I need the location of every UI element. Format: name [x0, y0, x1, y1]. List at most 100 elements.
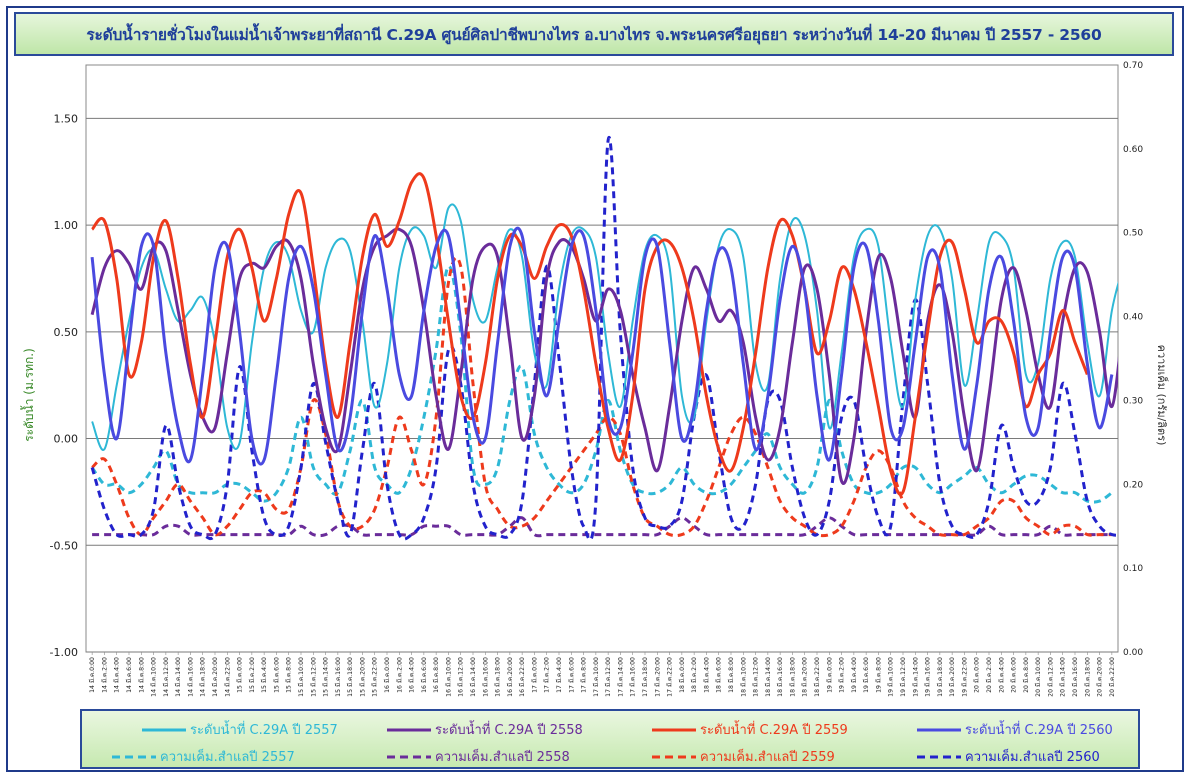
legend-item-3: ระดับน้ำที่ C.29A ปี 2559	[652, 719, 848, 740]
x-tick-label: 15 มี.ค.16:00	[334, 657, 342, 697]
series-line-8	[90, 135, 1118, 542]
legend-swatch	[917, 755, 961, 758]
x-tick-label: 17 มี.ค.2:00	[543, 657, 551, 693]
x-tick-label: 15 มี.ค.10:00	[297, 657, 305, 697]
y-left-tick-label: 1.50	[54, 112, 79, 125]
legend-label: ความเค็ม.สำแลปี 2557	[160, 750, 295, 765]
x-tick-label: 20 มี.ค.0:00	[973, 657, 981, 693]
y-left-tick-label: 1.00	[54, 219, 79, 232]
x-tick-label: 15 มี.ค.22:00	[371, 657, 379, 697]
x-tick-label: 17 มี.ค.0:00	[530, 657, 538, 693]
y-left-axis-title: ระดับน้ำ (ม.รทก.)	[20, 348, 36, 442]
legend-label: ความเค็ม.สำแลปี 2560	[965, 750, 1100, 765]
x-tick-label: 19 มี.ค.0:00	[825, 657, 833, 693]
x-tick-label: 16 มี.ค.6:00	[420, 657, 428, 693]
legend-label: ระดับน้ำที่ C.29A ปี 2557	[190, 723, 338, 738]
y-right-tick-label: 0.50	[1123, 229, 1143, 239]
y-right-tick-label: 0.30	[1123, 396, 1143, 406]
x-tick-label: 16 มี.ค.22:00	[518, 657, 526, 697]
x-tick-label: 14 มี.ค.14:00	[174, 657, 182, 697]
x-tick-label: 18 มี.ค.4:00	[702, 657, 710, 693]
x-tick-label: 15 มี.ค.6:00	[272, 657, 280, 693]
x-tick-label: 17 มี.ค.20:00	[653, 657, 661, 697]
x-tick-label: 17 มี.ค.22:00	[666, 657, 674, 697]
x-tick-label: 14 มี.ค.6:00	[125, 657, 133, 693]
y-left-tick-label: 0.50	[54, 326, 79, 339]
y-left-tick-label: 0.00	[54, 433, 79, 446]
x-tick-label: 20 มี.ค.10:00	[1034, 657, 1042, 697]
x-tick-label: 16 มี.ค.12:00	[457, 657, 465, 697]
x-tick-label: 16 มี.ค.0:00	[383, 657, 391, 693]
x-tick-label: 19 มี.ค.8:00	[874, 657, 882, 693]
legend-swatch	[112, 755, 156, 758]
y-right-tick-label: 0.00	[1123, 648, 1143, 658]
y-left-tick-label: -0.50	[50, 539, 78, 552]
legend-swatch	[652, 755, 696, 758]
x-tick-label: 17 มี.ค.18:00	[641, 657, 649, 697]
x-tick-label: 15 มี.ค.14:00	[322, 657, 330, 697]
x-tick-label: 15 มี.ค.2:00	[248, 657, 256, 693]
x-tick-label: 15 มี.ค.18:00	[346, 657, 354, 697]
legend-swatch	[387, 728, 431, 731]
x-tick-label: 15 มี.ค.12:00	[309, 657, 317, 697]
x-tick-label: 17 มี.ค.10:00	[592, 657, 600, 697]
legend-label: ความเค็ม.สำแลปี 2559	[700, 750, 835, 765]
x-tick-label: 18 มี.ค.14:00	[764, 657, 772, 697]
x-tick-label: 18 มี.ค.6:00	[715, 657, 723, 693]
x-tick-label: 14 มี.ค.16:00	[186, 657, 194, 697]
x-tick-label: 20 มี.ค.18:00	[1083, 657, 1091, 697]
legend-item-7: ความเค็ม.สำแลปี 2559	[652, 746, 835, 767]
x-tick-label: 17 มี.ค.14:00	[616, 657, 624, 697]
x-tick-label: 20 มี.ค.14:00	[1059, 657, 1067, 697]
y-right-tick-label: 0.10	[1123, 564, 1143, 574]
x-tick-label: 14 มี.ค.4:00	[113, 657, 121, 693]
x-tick-label: 17 มี.ค.8:00	[580, 657, 588, 693]
legend-item-8: ความเค็ม.สำแลปี 2560	[917, 746, 1100, 767]
chart-title: ระดับน้ำรายชั่วโมงในแม่น้ำเจ้าพระยาที่สถ…	[14, 12, 1174, 56]
x-tick-label: 19 มี.ค.22:00	[960, 657, 968, 697]
x-tick-label: 18 มี.ค.16:00	[776, 657, 784, 697]
legend-item-4: ระดับน้ำที่ C.29A ปี 2560	[917, 719, 1113, 740]
x-tick-label: 18 มี.ค.20:00	[801, 657, 809, 697]
x-tick-label: 19 มี.ค.12:00	[899, 657, 907, 697]
x-tick-label: 16 มี.ค.16:00	[481, 657, 489, 697]
x-tick-label: 19 มี.ค.10:00	[887, 657, 895, 697]
x-tick-label: 18 มี.ค.18:00	[788, 657, 796, 697]
x-tick-label: 16 มี.ค.18:00	[494, 657, 502, 697]
x-tick-label: 20 มี.ค.8:00	[1022, 657, 1030, 693]
y-right-tick-label: 0.40	[1123, 313, 1143, 323]
x-tick-label: 19 มี.ค.16:00	[924, 657, 932, 697]
x-tick-label: 14 มี.ค.8:00	[137, 657, 145, 693]
series-line-3	[90, 172, 1089, 496]
y-right-tick-label: 0.20	[1123, 480, 1143, 490]
series-line-5	[90, 264, 1113, 504]
line-chart: -1.00 -0.50 0.00 0.50 1.00 1.50 0.00 0.10 0.20 0.…	[20, 61, 1169, 697]
x-tick-label: 18 มี.ค.12:00	[752, 657, 760, 697]
x-tick-label: 16 มี.ค.20:00	[506, 657, 514, 697]
x-tick-label: 17 มี.ค.4:00	[555, 657, 563, 693]
y-right-axis-title: ความเค็ม (กรัม/ลิตร)	[1155, 345, 1169, 446]
x-tick-label: 14 มี.ค.18:00	[199, 657, 207, 697]
x-tick-label: 17 มี.ค.16:00	[629, 657, 637, 697]
y-right-tick-label: 0.70	[1123, 61, 1143, 71]
x-tick-label: 19 มี.ค.18:00	[936, 657, 944, 697]
x-tick-label: 20 มี.ค.6:00	[1010, 657, 1018, 693]
x-tick-label: 20 มี.ค.4:00	[997, 657, 1005, 693]
x-tick-label: 18 มี.ค.10:00	[739, 657, 747, 697]
x-tick-label: 15 มี.ค.0:00	[236, 657, 244, 693]
x-tick-label: 15 มี.ค.8:00	[285, 657, 293, 693]
x-tick-label: 18 มี.ค.22:00	[813, 657, 821, 697]
legend-item-5: ความเค็ม.สำแลปี 2557	[112, 746, 295, 767]
legend-swatch	[917, 728, 961, 731]
x-tick-label: 19 มี.ค.6:00	[862, 657, 870, 693]
x-tick-label: 19 มี.ค.4:00	[850, 657, 858, 693]
x-tick-label: 20 มี.ค.16:00	[1071, 657, 1079, 697]
legend-item-6: ความเค็ม.สำแลปี 2558	[387, 746, 570, 767]
series-line-2	[90, 227, 1118, 485]
x-tick-label: 16 มี.ค.8:00	[432, 657, 440, 693]
series-line-4	[90, 226, 1114, 466]
x-tick-label: 18 มี.ค.2:00	[690, 657, 698, 693]
x-tick-label: 18 มี.ค.0:00	[678, 657, 686, 693]
x-tick-label: 20 มี.ค.22:00	[1108, 657, 1116, 697]
legend-swatch	[387, 755, 431, 758]
